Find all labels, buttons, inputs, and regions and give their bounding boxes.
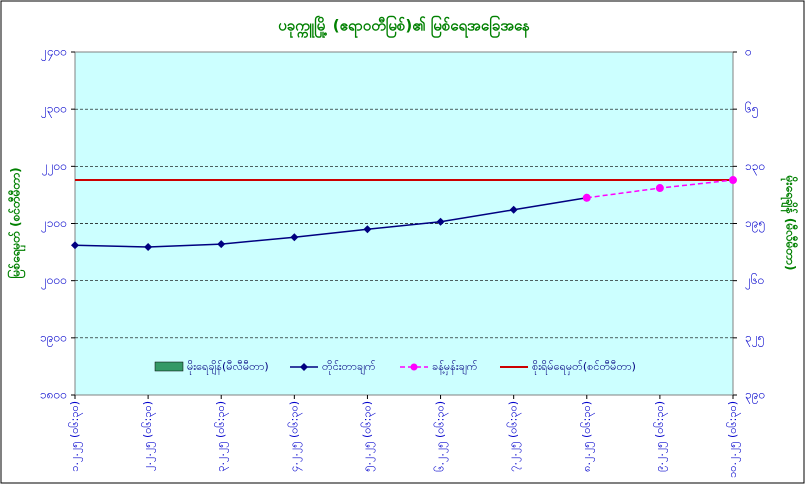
legend-marker [410, 363, 418, 371]
y-tick-label: ၂၂၀၀ [42, 159, 67, 176]
legend-swatch [154, 361, 184, 372]
x-tick-label: ၆.၂.၂၅ (၀၆:၃၀) [434, 401, 449, 472]
y-tick-label: ၁၈၀၀ [40, 388, 67, 402]
y2-tick-label: ၃၉၀ [745, 388, 765, 405]
legend-label: ခန့်မှန်းချက် [432, 360, 478, 375]
x-tick-label: ၄.၂.၂၅ (၀၆:၃၀) [287, 401, 302, 472]
x-tick-label: ၉.၂.၂၅ (၀၆:၃၀) [653, 401, 668, 472]
legend-label: မိုးရေချိန်(မီလီမီတာ) [187, 360, 269, 375]
x-tick-label: ၇.၂.၂၅ (၀၆:၃၀) [507, 401, 522, 472]
y2-tick-label: ၁၉၅ [745, 216, 765, 233]
x-tick-label: ၃.၂.၂၅ (၀၆:၃၀) [214, 401, 229, 472]
point [363, 225, 372, 234]
y2-tick-label: ၃၂၅ [745, 330, 764, 347]
y2-tick-label: ၀ [745, 45, 752, 59]
y2-tick-label: ၆၅ [745, 101, 759, 119]
legend-label: စိုးရိမ်ရေမှတ်(စင်တီမီတာ) [532, 360, 636, 375]
x-tick-label: ၁.၂.၂၅ (၀၆:၃၀) [68, 401, 83, 472]
y-axis-title: မြစ်ရေမှတ် (စင်တီမီတာ) [6, 167, 27, 278]
legend-marker [300, 363, 308, 371]
y-tick-label: ၂၀၀၀ [41, 273, 67, 290]
point [582, 193, 591, 202]
point [71, 241, 79, 250]
y2-tick-label: ၁၃၀ [745, 159, 765, 176]
y-tick-label: ၂၁၀၀ [41, 216, 67, 233]
legend-label: တိုင်းတာချက် [322, 360, 376, 375]
point [144, 242, 153, 251]
point [217, 240, 226, 249]
plot-area [74, 51, 734, 396]
y-tick-label: ၂၃၀၀ [41, 102, 67, 119]
series-line [74, 197, 587, 248]
x-tick-label: ၈.၂.၂၅ (၀၆:၃၀) [580, 401, 595, 472]
x-tick-label: ၅.၂.၂၅ (၀၆:၃၀) [360, 401, 375, 472]
point [509, 205, 518, 214]
point [655, 184, 664, 193]
y-tick-label: ၂၄၀၀ [41, 45, 67, 62]
y2-tick-label: ၂၆၀ [745, 272, 764, 290]
point [290, 233, 299, 242]
point [436, 217, 445, 226]
x-tick-label: ၁၀.၂.၂၅ (၀၆:၃၀) [726, 401, 741, 478]
x-tick-label: ၂.၂.၂၅ (၀၆:၃၀) [141, 401, 156, 471]
point [729, 176, 737, 185]
y-tick-label: ၁၉၀၀ [40, 330, 67, 347]
y2-axis-title: မိုးရေချိန် (မီလီမီတာ) [780, 175, 800, 271]
